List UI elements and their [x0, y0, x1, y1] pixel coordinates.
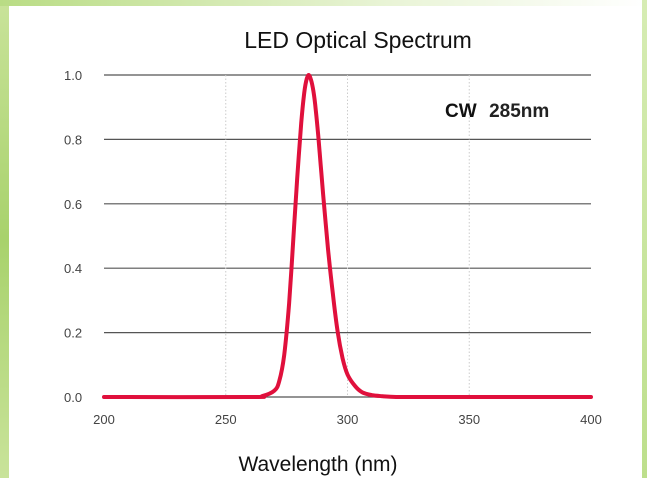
- x-axis-label: Wavelength (nm): [238, 453, 397, 476]
- x-tick-label: 200: [93, 412, 115, 427]
- spectrum-series-line: [102, 73, 593, 400]
- x-axis-ticks: 200 250 300 350 400: [93, 412, 602, 427]
- y-tick-label: 0.6: [64, 197, 82, 212]
- peak-annotation: CW 285nm: [445, 101, 549, 122]
- green-frame-left: [0, 0, 9, 478]
- green-frame-top: [0, 0, 647, 6]
- chart-title: LED Optical Spectrum: [244, 27, 472, 53]
- y-axis-ticks: 0.0 0.2 0.4 0.6 0.8 1.0: [64, 68, 82, 405]
- y-tick-label: 0.8: [64, 132, 82, 147]
- annotation-value: 285nm: [489, 101, 549, 122]
- x-tick-label: 400: [580, 412, 602, 427]
- grid-lines: [104, 74, 591, 398]
- green-frame-right: [642, 0, 647, 478]
- x-tick-label: 350: [458, 412, 480, 427]
- y-tick-label: 0.0: [64, 390, 82, 405]
- y-tick-label: 0.4: [64, 261, 82, 276]
- y-tick-label: 1.0: [64, 68, 82, 83]
- x-tick-label: 300: [337, 412, 359, 427]
- y-tick-label: 0.2: [64, 326, 82, 341]
- annotation-prefix: CW: [445, 101, 477, 122]
- x-tick-label: 250: [215, 412, 237, 427]
